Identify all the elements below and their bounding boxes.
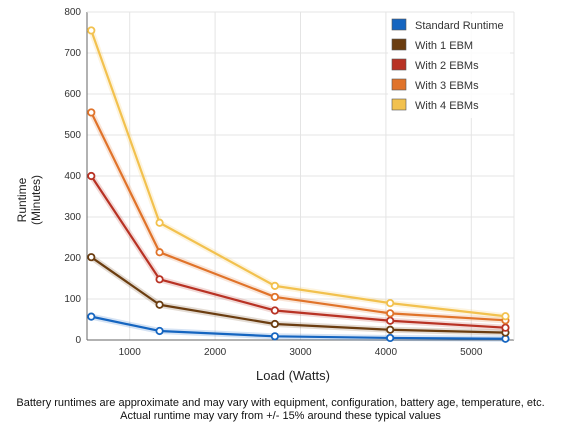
y-tick-label: 0 [75, 335, 81, 346]
series-lines [87, 26, 510, 343]
data-point [386, 309, 395, 318]
data-point [386, 316, 395, 325]
legend: Standard Runtime With 1 EBM With 2 EBMs Wit… [388, 14, 510, 118]
data-point [155, 248, 164, 257]
data-point [501, 312, 510, 321]
x-axis-title: Load (Watts) [256, 368, 330, 383]
series-with-4-ebms [87, 26, 510, 321]
y-axis-title: Runtime (Minutes) [15, 175, 43, 225]
data-point [87, 253, 96, 262]
y-axis-title-line1: Runtime [15, 177, 29, 222]
data-point [386, 325, 395, 334]
data-point [87, 108, 96, 117]
series-standard-runtime [87, 312, 510, 343]
footnote-line-1: Battery runtimes are approximate and may… [16, 397, 545, 409]
data-point [155, 300, 164, 309]
legend-label-with-4-ebms: With 4 EBMs [415, 100, 479, 112]
data-point [87, 26, 96, 35]
legend-label-standard-runtime: Standard Runtime [415, 20, 504, 32]
data-point [87, 171, 96, 181]
data-point [501, 323, 510, 332]
tick-labels: 0 100 200 300 400 500 600 700 800 1000 2000 3000 400… [64, 7, 483, 358]
data-point [386, 298, 395, 308]
x-tick-label: 4000 [375, 347, 398, 358]
series-with-1-ebm [87, 253, 510, 337]
data-point [155, 218, 164, 227]
legend-label-with-1-ebm: With 1 EBM [415, 40, 473, 52]
legend-swatch-standard-runtime [391, 18, 407, 31]
y-tick-label: 700 [64, 48, 81, 59]
data-point [87, 312, 96, 321]
legend-swatch-with-2-ebms [391, 58, 407, 71]
data-point [270, 292, 279, 302]
footnote-line-2: Actual runtime may vary from +/- 15% aro… [120, 410, 441, 422]
x-tick-label: 1000 [119, 347, 142, 358]
y-tick-label: 400 [64, 171, 81, 182]
y-axis-title-line2: (Minutes) [29, 175, 43, 225]
y-tick-label: 100 [64, 294, 81, 305]
legend-swatch-with-1-ebm [391, 38, 407, 51]
series-with-2-ebms [87, 171, 510, 332]
data-point [270, 281, 279, 290]
y-tick-label: 300 [64, 212, 81, 223]
data-point [155, 275, 164, 284]
legend-label-with-2-ebms: With 2 EBMs [415, 60, 479, 72]
legend-label-with-3-ebms: With 3 EBMs [415, 80, 479, 92]
legend-swatch-with-3-ebms [391, 78, 407, 91]
data-point [270, 306, 279, 315]
data-point [155, 326, 164, 336]
legend-background [388, 14, 510, 118]
y-tick-label: 600 [64, 89, 81, 100]
x-tick-label: 2000 [204, 347, 227, 358]
data-point [386, 333, 395, 343]
y-tick-label: 800 [64, 7, 81, 18]
data-point [270, 319, 279, 329]
x-tick-label: 3000 [289, 347, 312, 358]
legend-swatch-with-4-ebms [391, 98, 407, 111]
y-tick-label: 200 [64, 253, 81, 264]
data-point [270, 332, 279, 341]
y-tick-label: 500 [64, 130, 81, 141]
x-tick-label: 5000 [460, 347, 483, 358]
axes [86, 11, 515, 341]
